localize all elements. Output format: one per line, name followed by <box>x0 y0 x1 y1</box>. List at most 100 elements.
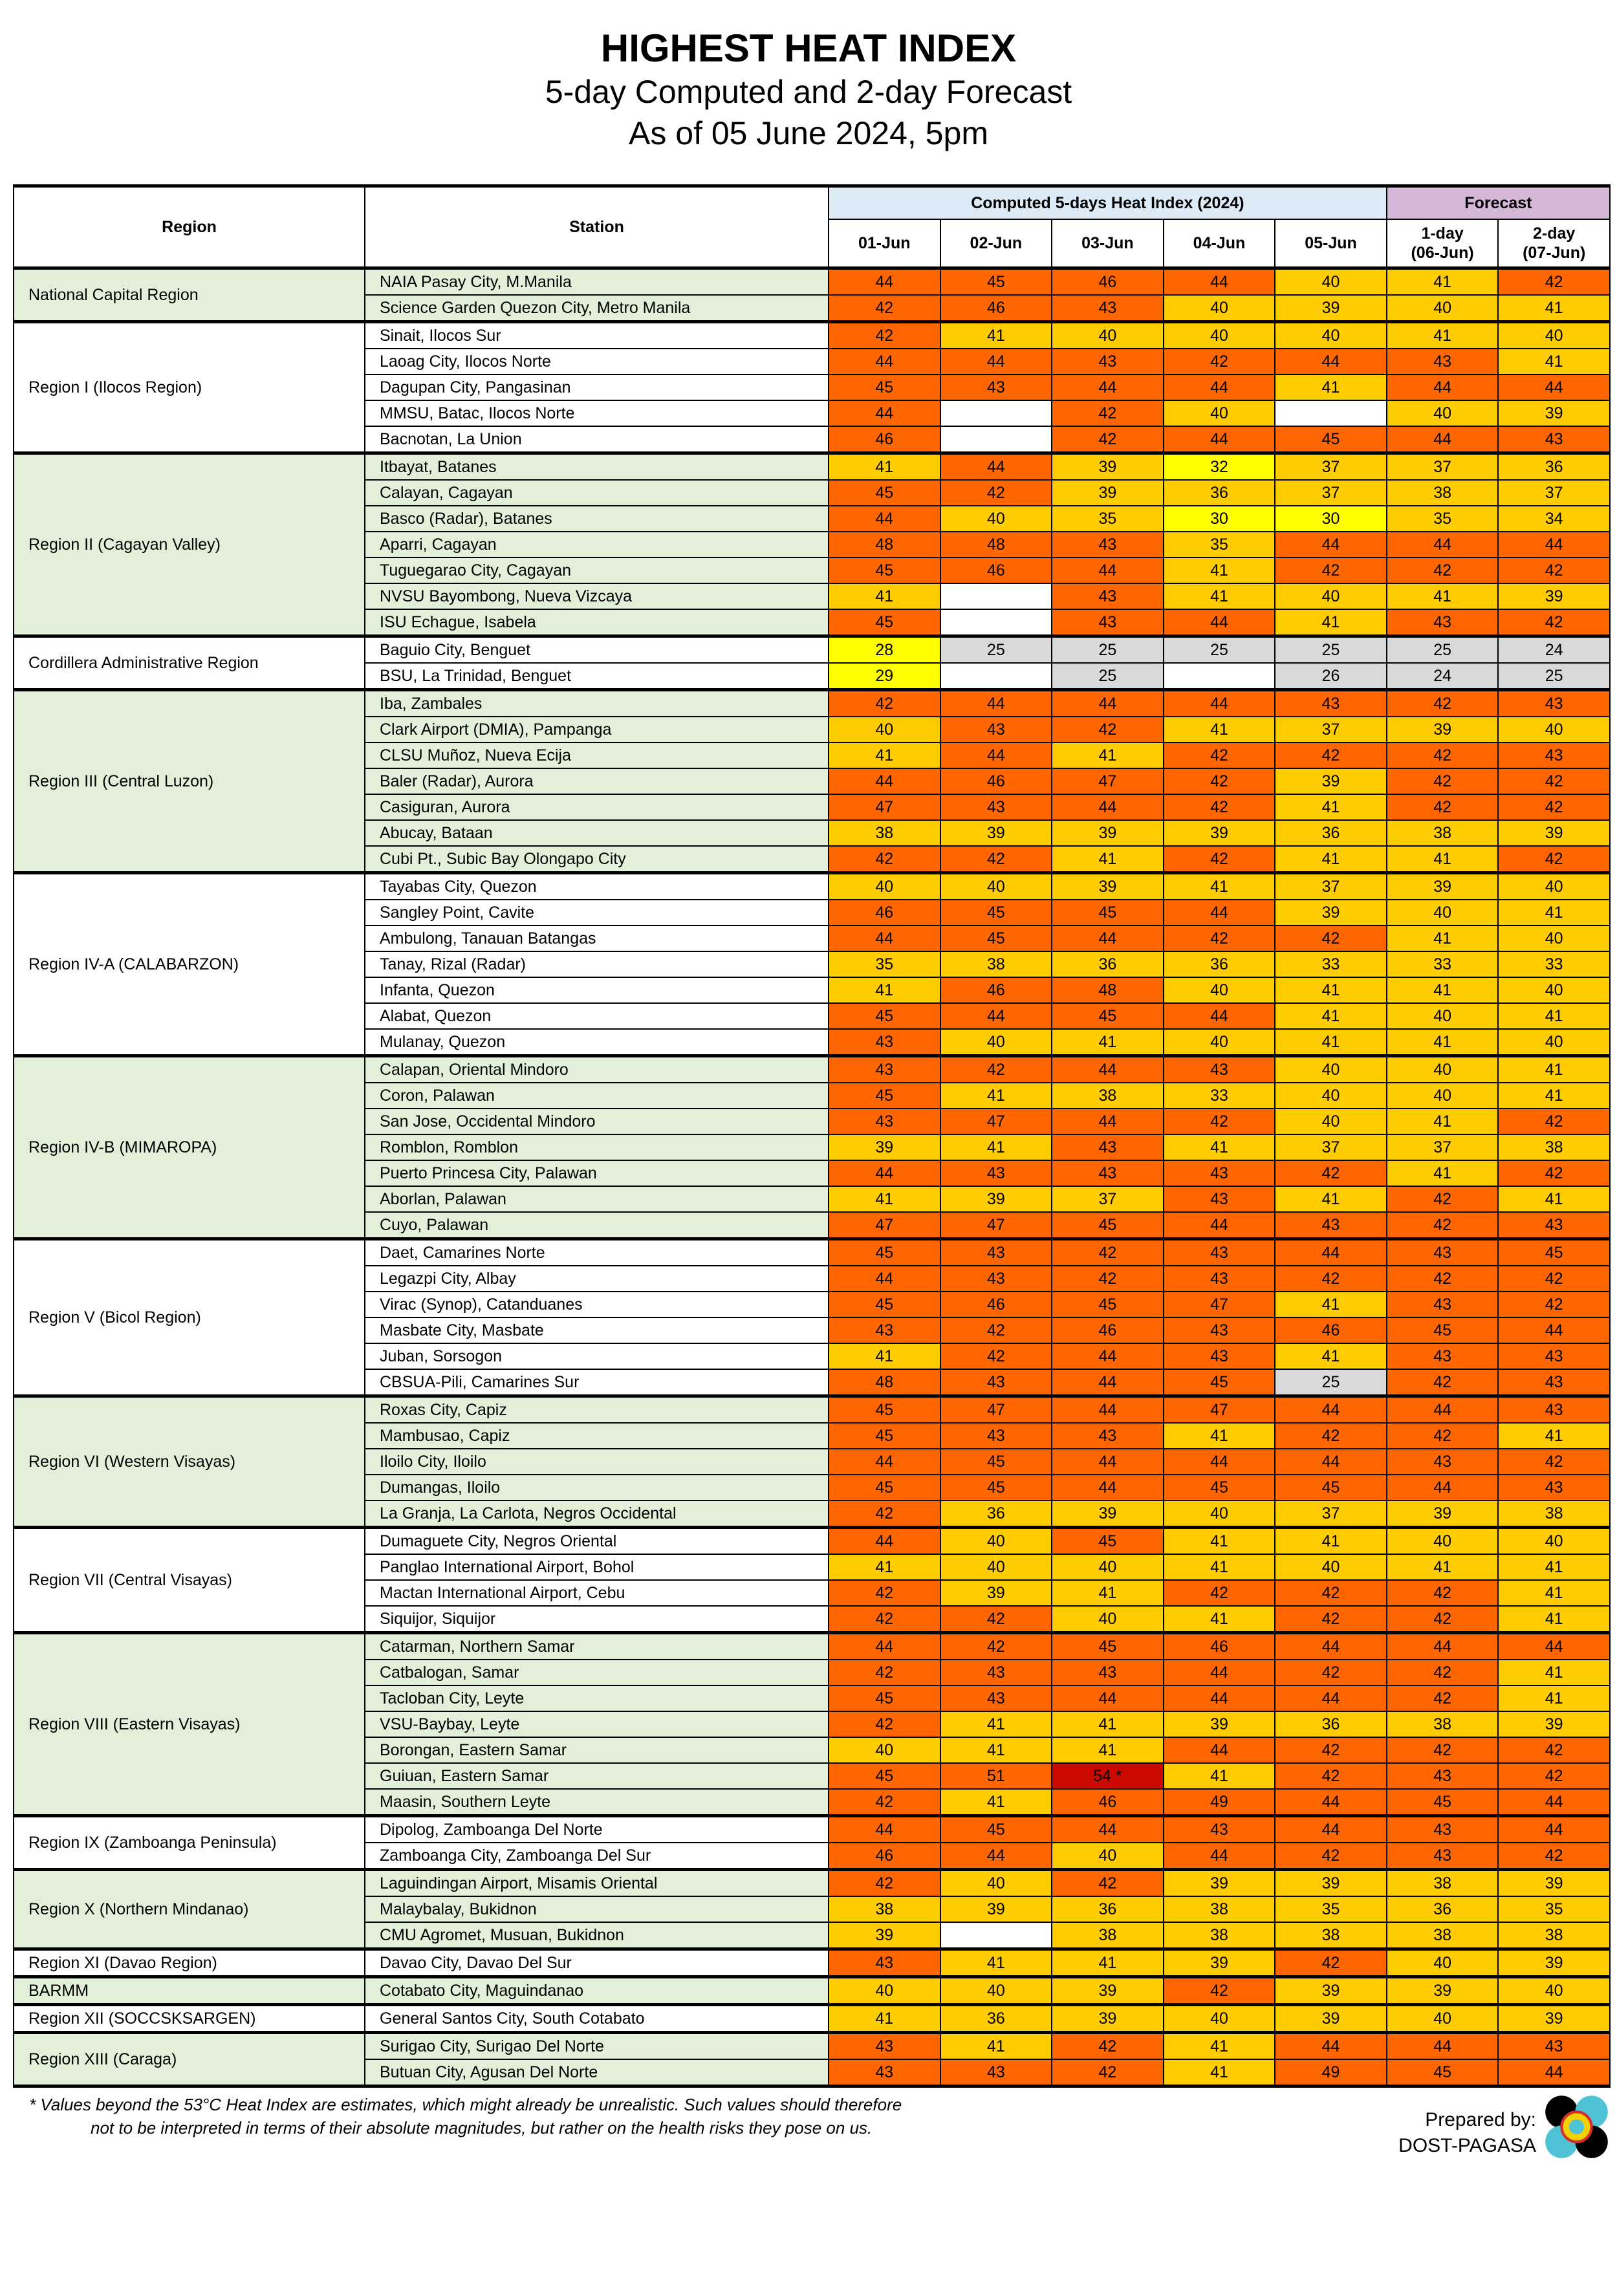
date-column-header: 02-Jun <box>939 219 1053 270</box>
heat-index-cell: 44 <box>1274 2031 1387 2060</box>
station-cell: Alabat, Quezon <box>364 1002 829 1030</box>
station-cell: CMU Agromet, Musuan, Bukidnon <box>364 1922 829 1950</box>
heat-index-cell: 44 <box>1162 1448 1276 1475</box>
region-column-header: Region <box>13 184 365 270</box>
station-cell: Iloilo City, Iloilo <box>364 1448 829 1475</box>
heat-index-cell: 40 <box>828 1975 941 2006</box>
heat-index-cell: 39 <box>1274 1975 1387 2006</box>
heat-index-cell: 42 <box>1274 742 1387 769</box>
forecast-cell: 40 <box>1497 925 1611 952</box>
heat-index-cell: 47 <box>1162 1291 1276 1318</box>
station-cell: Coron, Palawan <box>364 1082 829 1109</box>
heat-index-cell: 36 <box>1051 1896 1164 1923</box>
forecast-cell: 43 <box>1385 1448 1499 1475</box>
heat-index-cell: 39 <box>939 1579 1053 1607</box>
heat-index-cell: 41 <box>939 1737 1053 1764</box>
table-row: Sangley Point, Cavite 46 45 45 44 39 40 41 <box>14 899 1611 926</box>
forecast-cell: 38 <box>1497 1134 1611 1161</box>
forecast-cell: 35 <box>1385 505 1499 532</box>
heat-index-cell: 41 <box>1162 1762 1276 1790</box>
heat-index-cell: 41 <box>1051 1711 1164 1738</box>
heat-index-cell: 38 <box>1162 1922 1276 1950</box>
forecast-cell: 41 <box>1497 1685 1611 1712</box>
heat-index-cell: 44 <box>1274 1394 1387 1424</box>
forecast-cell: 42 <box>1385 1685 1499 1712</box>
station-cell: Abucay, Bataan <box>364 819 829 847</box>
table-row: Region X (Northern Mindanao) Laguindingan… <box>13 1868 1611 1950</box>
heat-index-cell: 41 <box>1274 794 1387 821</box>
forecast-cell: 24 <box>1385 662 1499 691</box>
heat-index-cell: 33 <box>1274 951 1387 978</box>
heat-index-cell: 43 <box>939 1369 1053 1397</box>
heat-index-cell: 43 <box>939 1237 1053 1266</box>
heat-index-cell: 42 <box>1274 1422 1387 1449</box>
heat-index-cell: 44 <box>1274 348 1387 375</box>
heat-index-cell: 43 <box>1162 1343 1276 1370</box>
table-row: ISU Echague, Isabela 45 43 44 41 43 42 <box>14 609 1611 637</box>
station-cell: Baler (Radar), Aurora <box>364 768 829 795</box>
station-cell: General Santos City, South Cotabato <box>364 2003 829 2033</box>
forecast-cell: 40 <box>1497 716 1611 743</box>
heat-index-cell: 35 <box>1051 505 1164 532</box>
forecast-cell: 40 <box>1497 1975 1611 2006</box>
heat-index-cell: 43 <box>939 1422 1053 1449</box>
heat-index-cell: 40 <box>1162 977 1276 1004</box>
forecast-cell: 38 <box>1385 819 1499 847</box>
station-cell: Tayabas City, Quezon <box>364 871 829 900</box>
date-column-header: 05-Jun <box>1274 219 1387 270</box>
heat-index-cell: 41 <box>1274 609 1387 637</box>
table-row: Guiuan, Eastern Samar 45 51 54 * 41 42 43 42 <box>14 1762 1611 1790</box>
forecast-cell: 45 <box>1385 2059 1499 2088</box>
heat-index-cell: 35 <box>1162 531 1276 558</box>
forecast-cell: 41 <box>1497 1002 1611 1030</box>
station-cell: La Granja, La Carlota, Negros Occidental <box>364 1500 829 1528</box>
forecast-cell: 35 <box>1497 1896 1611 1923</box>
page-footer: * Values beyond the 53°C Heat Index are … <box>13 2093 1611 2161</box>
region-cell: Region XI (Davao Region) <box>13 1947 365 1978</box>
footnote-line-2: not to be interpreted in terms of their … <box>91 2118 873 2138</box>
table-row: La Granja, La Carlota, Negros Occidental… <box>14 1500 1611 1528</box>
heat-index-cell: 40 <box>828 1737 941 1764</box>
heat-index-cell: 28 <box>828 634 941 664</box>
heat-index-cell: 40 <box>1274 1554 1387 1581</box>
heat-index-cell: 44 <box>1051 557 1164 584</box>
heat-index-cell: 41 <box>1051 1947 1164 1978</box>
date-column-header: 04-Jun <box>1162 219 1276 270</box>
heat-index-cell: 46 <box>828 426 941 454</box>
heat-index-cell: 42 <box>1162 794 1276 821</box>
heat-index-cell: 42 <box>939 1343 1053 1370</box>
station-cell: MMSU, Batac, Ilocos Norte <box>364 400 829 427</box>
forecast-cell: 42 <box>1497 845 1611 874</box>
forecast-cell: 40 <box>1497 1526 1611 1555</box>
heat-index-cell: 41 <box>828 977 941 1004</box>
forecast-cell: 41 <box>1497 1659 1611 1686</box>
forecast-cell: 40 <box>1385 1054 1499 1083</box>
heat-index-cell: 48 <box>828 1369 941 1397</box>
forecast-cell: 39 <box>1497 1711 1611 1738</box>
station-cell: Ambulong, Tanauan Batangas <box>364 925 829 952</box>
heat-index-cell: 44 <box>939 1842 1053 1870</box>
heat-index-cell: 45 <box>1051 1002 1164 1030</box>
station-cell: NVSU Bayombong, Nueva Vizcaya <box>364 583 829 610</box>
forecast-cell: 43 <box>1385 1842 1499 1870</box>
heat-index-cell: 43 <box>1162 1265 1276 1292</box>
heat-index-cell: 38 <box>1051 1082 1164 1109</box>
heat-index-cell: 42 <box>828 1788 941 1817</box>
table-row: Laoag City, Ilocos Norte 44 44 43 42 44 43 41 <box>14 348 1611 375</box>
heat-index-cell: 30 <box>1274 505 1387 532</box>
table-row: Baler (Radar), Aurora 44 46 47 42 39 42 42 <box>14 768 1611 795</box>
heat-index-cell: 41 <box>939 1082 1053 1109</box>
heat-index-cell: 44 <box>828 1526 941 1555</box>
heat-index-cell: 46 <box>1162 1631 1276 1660</box>
forecast-cell: 44 <box>1385 426 1499 454</box>
forecast-cell: 44 <box>1497 374 1611 401</box>
table-row: Iloilo City, Iloilo 44 45 44 44 44 43 42 <box>14 1448 1611 1475</box>
forecast-date-label: (06-Jun) <box>1411 244 1474 262</box>
table-row: Science Garden Quezon City, Metro Manila… <box>14 294 1611 323</box>
heat-index-cell: 41 <box>1162 557 1276 584</box>
region-cell: Region IV-B (MIMAROPA) <box>13 1054 365 1240</box>
heat-index-cell: 26 <box>1274 662 1387 691</box>
heat-index-cell: 44 <box>1051 794 1164 821</box>
station-cell: Dumaguete City, Negros Oriental <box>364 1526 829 1555</box>
heat-index-cell: 43 <box>1051 348 1164 375</box>
